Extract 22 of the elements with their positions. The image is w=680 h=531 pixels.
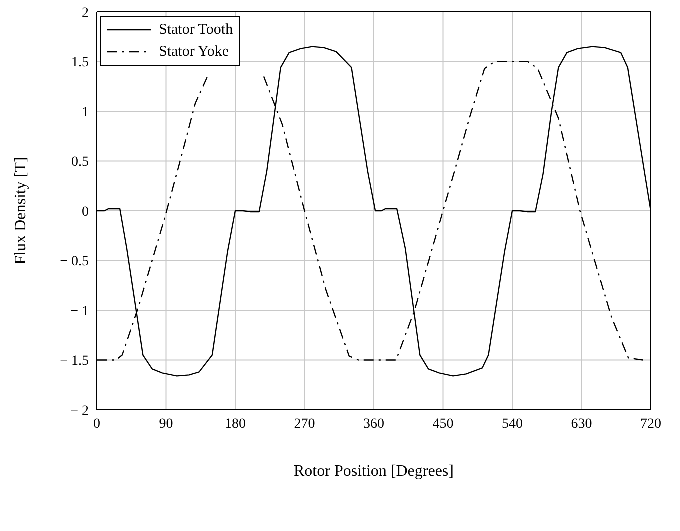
- y-axis-title: Flux Density [T]: [12, 157, 30, 265]
- legend-label: Stator Tooth: [159, 22, 234, 38]
- x-tick-label: 90: [159, 416, 174, 432]
- y-tick-label: 1.5: [72, 56, 89, 71]
- x-tick-label: 270: [294, 416, 316, 432]
- y-tick-label: 0.5: [72, 155, 89, 170]
- x-tick-label: 540: [502, 416, 523, 432]
- y-tick-label: 0: [82, 204, 89, 220]
- legend-label: Stator Yoke: [159, 44, 230, 60]
- y-tick-label: − 2: [70, 404, 89, 419]
- x-tick-label: 630: [571, 416, 592, 432]
- x-axis-title: Rotor Position [Degrees]: [294, 463, 454, 480]
- x-tick-label: 360: [364, 416, 384, 432]
- y-tick-label: − 0.5: [60, 254, 89, 270]
- y-tick-label: 1: [82, 105, 89, 120]
- x-tick-label: 450: [432, 416, 454, 432]
- y-tick-label: − 1.5: [60, 354, 89, 370]
- x-tick-label: 180: [225, 416, 246, 432]
- y-tick-label: 2: [82, 6, 89, 21]
- x-tick-label: 0: [94, 416, 100, 432]
- y-tick-label: − 1: [70, 304, 89, 320]
- x-tick-label: 720: [640, 416, 662, 432]
